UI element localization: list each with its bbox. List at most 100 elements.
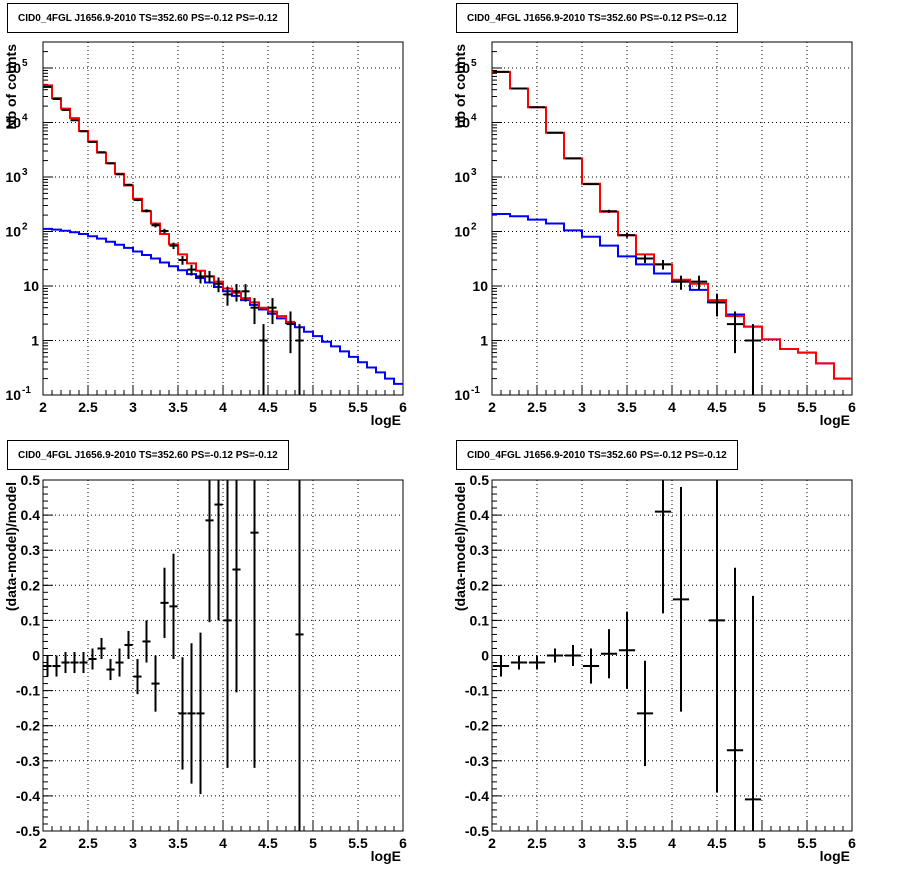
y-tick-exponent: 5 [471, 58, 477, 69]
chart-panel-3: 2 2.5 3 3.5 4 4.5 5 5.5 6 -0.5 -0.4 -0.3 -0.2 -0.1 0 0.… [3, 472, 407, 864]
x-tick-label: 3.5 [168, 399, 188, 415]
y-tick-label: 10 [5, 224, 21, 240]
y-tick-label: 0 [32, 648, 40, 664]
y-axis-label: Nb of counts [3, 44, 19, 130]
x-tick-label: 6 [848, 835, 856, 851]
x-tick-label: 3 [578, 399, 586, 415]
series-model-total [492, 70, 852, 380]
y-tick-label: 10 [454, 387, 470, 403]
y-tick-exponent: 2 [471, 222, 477, 233]
y-tick-label: 0.2 [21, 577, 41, 593]
x-tick-label: 2 [488, 835, 496, 851]
y-tick-exponent: 2 [22, 222, 28, 233]
y-tick-label: 10 [5, 115, 21, 131]
y-tick-label: 10 [5, 169, 21, 185]
y-tick-label: -0.2 [16, 718, 40, 734]
y-axis-label: (data-model)/model [3, 482, 19, 611]
y-tick-label: 10 [454, 169, 470, 185]
chart-panel-4: 2 2.5 3 3.5 4 4.5 5 5.5 6 -0.5 -0.4 -0.3 -0.2 -0.1 0 0.… [452, 472, 856, 864]
y-axis-label: (data-model)/model [452, 482, 468, 611]
y-tick-exponent: -1 [22, 385, 31, 396]
series-model-total [43, 84, 295, 323]
x-axis-label: logE [371, 412, 401, 428]
x-tick-label: 5.5 [348, 399, 368, 415]
y-tick-label: 0.3 [21, 542, 41, 558]
y-tick-label: -0.2 [465, 718, 489, 734]
y-tick-label: 1 [480, 333, 488, 349]
y-tick-label: 10 [454, 115, 470, 131]
y-tick-label: -0.3 [16, 753, 40, 769]
y-tick-exponent: -1 [471, 385, 480, 396]
y-tick-exponent: 4 [471, 113, 477, 124]
x-tick-label: 3 [129, 399, 137, 415]
title-panel-4: CID0_4FGL J1656.9-2010 TS=352.60 PS=-0.1… [456, 440, 738, 470]
y-tick-label: 10 [454, 60, 470, 76]
y-tick-label: 0.3 [470, 542, 490, 558]
x-tick-label: 2 [488, 399, 496, 415]
x-tick-label: 4 [219, 399, 227, 415]
y-tick-label: -0.5 [465, 823, 489, 839]
x-tick-label: 2 [39, 835, 47, 851]
x-tick-label: 6 [399, 835, 407, 851]
y-tick-label: -0.4 [465, 788, 489, 804]
x-tick-label: 2.5 [527, 399, 547, 415]
y-tick-label: 10 [23, 278, 39, 294]
y-tick-label: -0.1 [16, 683, 40, 699]
y-tick-label: -0.5 [16, 823, 40, 839]
y-tick-label: 0.1 [470, 612, 490, 628]
y-tick-label: 10 [454, 224, 470, 240]
y-tick-exponent: 3 [22, 167, 28, 178]
y-tick-label: -0.3 [465, 753, 489, 769]
x-tick-label: 3 [129, 835, 137, 851]
y-tick-label: -0.4 [16, 788, 40, 804]
x-tick-label: 3.5 [617, 835, 637, 851]
x-tick-label: 5 [758, 835, 766, 851]
x-tick-label: 5.5 [797, 835, 817, 851]
x-tick-label: 5 [309, 399, 317, 415]
y-tick-label: 10 [472, 278, 488, 294]
x-axis-label: logE [820, 848, 850, 864]
y-tick-label: 0.4 [21, 507, 41, 523]
x-tick-label: 3 [578, 835, 586, 851]
x-tick-label: 2.5 [78, 835, 98, 851]
x-tick-label: 4 [668, 399, 676, 415]
x-tick-label: 5 [758, 399, 766, 415]
x-tick-label: 3.5 [168, 835, 188, 851]
y-tick-label: 0.1 [21, 612, 41, 628]
x-tick-label: 4.5 [258, 399, 278, 415]
x-tick-label: 6 [848, 399, 856, 415]
y-tick-label: 0.2 [470, 577, 490, 593]
x-axis-label: logE [371, 848, 401, 864]
x-tick-label: 4 [219, 835, 227, 851]
x-tick-label: 3.5 [617, 399, 637, 415]
y-tick-exponent: 4 [22, 113, 28, 124]
y-tick-label: 0 [481, 648, 489, 664]
y-axis-label: nb of counts [452, 44, 468, 128]
x-tick-label: 4.5 [707, 399, 727, 415]
title-panel-3: CID0_4FGL J1656.9-2010 TS=352.60 PS=-0.1… [7, 440, 289, 470]
x-tick-label: 6 [399, 399, 407, 415]
x-tick-label: 4.5 [707, 835, 727, 851]
y-tick-exponent: 3 [471, 167, 477, 178]
x-tick-label: 4.5 [258, 835, 278, 851]
x-tick-label: 4 [668, 835, 676, 851]
y-tick-label: 0.4 [470, 507, 490, 523]
x-tick-label: 5.5 [797, 399, 817, 415]
title-panel-2: CID0_4FGL J1656.9-2010 TS=352.60 PS=-0.1… [456, 3, 738, 33]
title-panel-1: CID0_4FGL J1656.9-2010 TS=352.60 PS=-0.1… [7, 3, 289, 33]
y-tick-label: 10 [5, 387, 21, 403]
y-tick-label: 1 [31, 333, 39, 349]
y-tick-exponent: 5 [22, 58, 28, 69]
x-tick-label: 2 [39, 399, 47, 415]
x-tick-label: 2.5 [527, 835, 547, 851]
y-tick-label: 0.5 [470, 472, 490, 488]
x-tick-label: 5.5 [348, 835, 368, 851]
y-tick-label: -0.1 [465, 683, 489, 699]
y-tick-label: 0.5 [21, 472, 41, 488]
y-tick-label: 10 [5, 60, 21, 76]
x-tick-label: 5 [309, 835, 317, 851]
x-tick-label: 2.5 [78, 399, 98, 415]
